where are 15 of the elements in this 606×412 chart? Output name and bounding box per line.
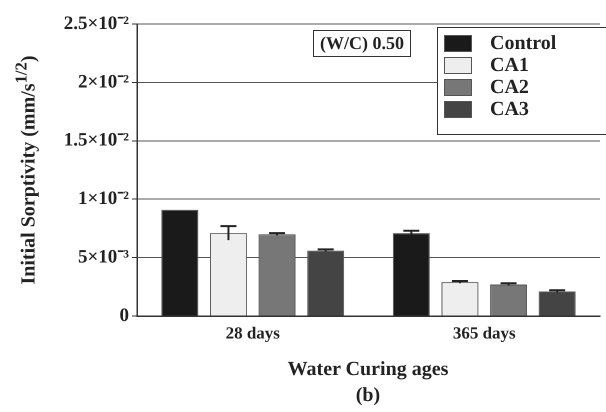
x-axis-title: Water Curing ages bbox=[288, 358, 448, 381]
legend-label: Control bbox=[490, 32, 556, 54]
legend-label: CA1 bbox=[490, 54, 529, 76]
x-tick-label: 365 days bbox=[452, 324, 516, 343]
annotation: (W/C) 0.50 bbox=[313, 30, 411, 57]
text: (b) bbox=[356, 384, 380, 407]
y-tick-label: 2.5×10⁻² bbox=[64, 12, 130, 34]
y-tick-label: 2×10⁻² bbox=[78, 71, 130, 92]
x-tick-label: 28 days bbox=[226, 324, 280, 343]
legend-label: CA2 bbox=[490, 76, 529, 98]
y-tick-label: 1×10⁻² bbox=[78, 188, 130, 210]
y-tick-label: 0 bbox=[120, 304, 129, 326]
y-tick-label: 1.5×10⁻² bbox=[64, 130, 130, 151]
legend-label: CA3 bbox=[490, 98, 529, 120]
y-tick-label: 5×10⁻³ bbox=[78, 246, 130, 268]
